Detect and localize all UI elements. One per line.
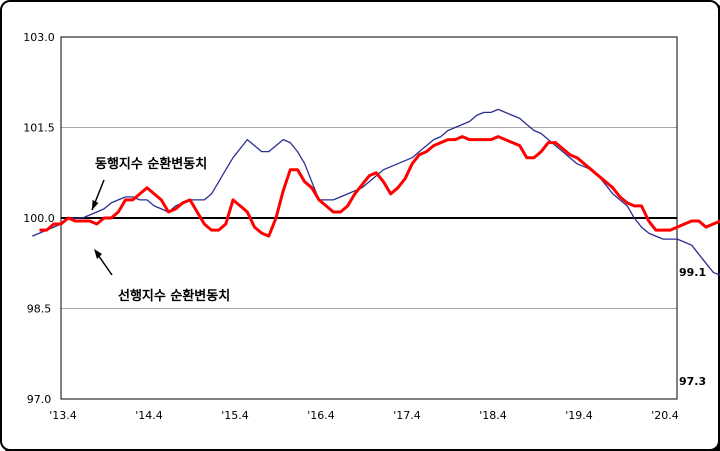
end-label-leading: 97.3 (679, 375, 706, 388)
x-tick-label: '16.4 (307, 409, 335, 422)
end-label-coincident: 99.1 (679, 266, 706, 279)
plot-area-border (60, 36, 678, 400)
x-tick-label: '17.4 (393, 409, 421, 422)
x-tick-label: '18.4 (479, 409, 507, 422)
annotation-coincident-arrowhead (92, 200, 99, 210)
y-axis-ticks: 103.0 101.5 100.0 98.5 97.0 (23, 31, 55, 406)
y-tick-label: 103.0 (23, 31, 55, 44)
x-tick-label: '13.4 (49, 409, 77, 422)
x-axis-ticks: '13.4 '14.4 '15.4 '16.4 '17.4 '18.4 '19.4 '20.4 (49, 409, 679, 422)
series-lines (32, 108, 720, 276)
series-line-coincident (32, 108, 720, 276)
x-tick-label: '14.4 (135, 409, 163, 422)
x-tick-label: '15.4 (221, 409, 249, 422)
y-tick-label: 98.5 (27, 303, 52, 316)
y-tick-label: 100.0 (23, 212, 55, 225)
x-tick-label: '20.4 (651, 409, 679, 422)
y-tick-label: 101.5 (23, 122, 55, 135)
series-line-leading (39, 135, 720, 238)
annotation-leading-arrowhead (94, 249, 102, 259)
y-tick-label: 97.0 (27, 393, 52, 406)
plot-border (60, 36, 678, 400)
annotation-coincident: 동행지수 순환변동치 (95, 156, 207, 172)
annotation-leading: 선행지수 순환변동치 (118, 288, 230, 304)
annotations: 동행지수 순환변동치 선행지수 순환변동치 99.1 97.3 (91, 156, 706, 388)
x-tick-label: '19.4 (565, 409, 593, 422)
